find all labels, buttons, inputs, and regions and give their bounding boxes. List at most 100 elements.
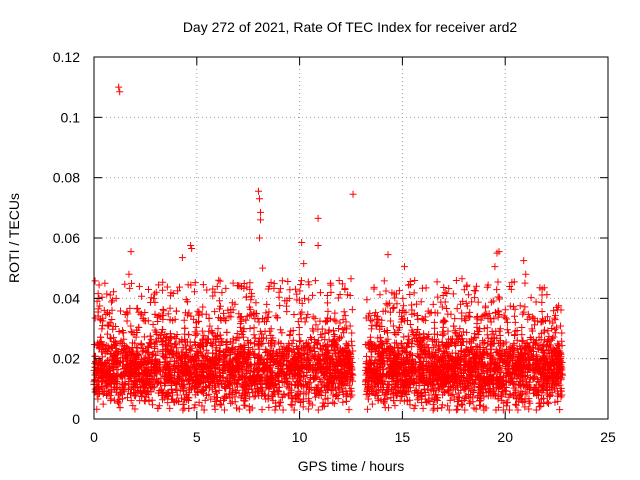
data-point (309, 313, 317, 321)
data-point (217, 380, 225, 388)
data-point (258, 330, 266, 338)
data-point (372, 322, 380, 330)
data-point (181, 336, 189, 344)
data-point (345, 406, 353, 414)
data-point (273, 314, 281, 322)
data-point (141, 308, 149, 316)
data-point (220, 361, 228, 369)
data-point (243, 283, 251, 291)
data-point (535, 365, 543, 373)
data-point (513, 336, 521, 344)
data-point (130, 381, 138, 389)
data-point (224, 365, 232, 373)
data-point (246, 393, 254, 401)
data-point (138, 292, 146, 300)
data-point (501, 314, 509, 322)
data-point (101, 360, 109, 368)
data-point (149, 384, 157, 392)
data-point (290, 310, 298, 318)
data-point (222, 339, 230, 347)
data-point (106, 392, 114, 400)
data-point (125, 345, 133, 353)
data-point (202, 310, 210, 318)
data-point (95, 356, 103, 364)
data-point (455, 389, 463, 397)
data-point (222, 348, 230, 356)
data-point (138, 392, 146, 400)
data-point (123, 317, 131, 325)
data-point (528, 327, 536, 335)
data-point (211, 332, 219, 340)
data-point (159, 341, 167, 349)
data-point (441, 349, 449, 357)
data-point (218, 289, 226, 297)
data-point (283, 350, 291, 358)
data-point (461, 406, 469, 414)
data-point (394, 377, 402, 385)
data-point (261, 392, 269, 400)
data-point (131, 370, 139, 378)
data-point (477, 316, 485, 324)
data-point (276, 302, 284, 310)
data-point (469, 393, 477, 401)
data-point (236, 313, 244, 321)
data-point (509, 344, 517, 352)
data-point (181, 372, 189, 380)
data-point (187, 312, 195, 320)
data-point (259, 367, 267, 375)
data-point (235, 375, 243, 383)
data-point (484, 360, 492, 368)
data-point (301, 378, 309, 386)
data-point (333, 343, 341, 351)
data-point (286, 286, 294, 294)
data-point (207, 356, 215, 364)
data-point (513, 326, 521, 334)
data-point (187, 347, 195, 355)
data-point (524, 350, 532, 358)
data-point (172, 307, 180, 315)
data-point (152, 337, 160, 345)
data-point (296, 390, 304, 398)
data-point (325, 326, 333, 334)
data-point (335, 376, 343, 384)
data-point (235, 367, 243, 375)
data-point (342, 325, 350, 333)
data-point (484, 340, 492, 348)
data-point (206, 322, 214, 330)
data-point (275, 377, 283, 385)
data-point (452, 406, 460, 414)
data-point (192, 383, 200, 391)
data-point (198, 327, 206, 335)
data-point (191, 401, 199, 409)
data-point (348, 359, 356, 367)
data-point (274, 387, 282, 395)
data-point (152, 328, 160, 336)
data-point (242, 355, 250, 363)
data-point (139, 346, 147, 354)
data-point (277, 365, 285, 373)
data-point (301, 318, 309, 326)
data-point (252, 377, 260, 385)
data-point (117, 337, 125, 345)
data-point (194, 389, 202, 397)
data-point (204, 378, 212, 386)
data-point (458, 401, 466, 409)
data-point (237, 343, 245, 351)
data-point (169, 388, 177, 396)
data-point (102, 382, 110, 390)
data-point (195, 317, 203, 325)
data-point (487, 351, 495, 359)
data-point (265, 403, 273, 411)
data-point (144, 391, 152, 399)
data-point (330, 316, 338, 324)
data-point (267, 374, 275, 382)
data-point (283, 374, 291, 382)
data-point (231, 345, 239, 353)
data-point (140, 382, 148, 390)
data-point (91, 376, 99, 384)
data-point (193, 330, 201, 338)
data-point (558, 337, 566, 345)
data-point (268, 342, 276, 350)
data-point (208, 370, 216, 378)
data-point (316, 289, 324, 297)
